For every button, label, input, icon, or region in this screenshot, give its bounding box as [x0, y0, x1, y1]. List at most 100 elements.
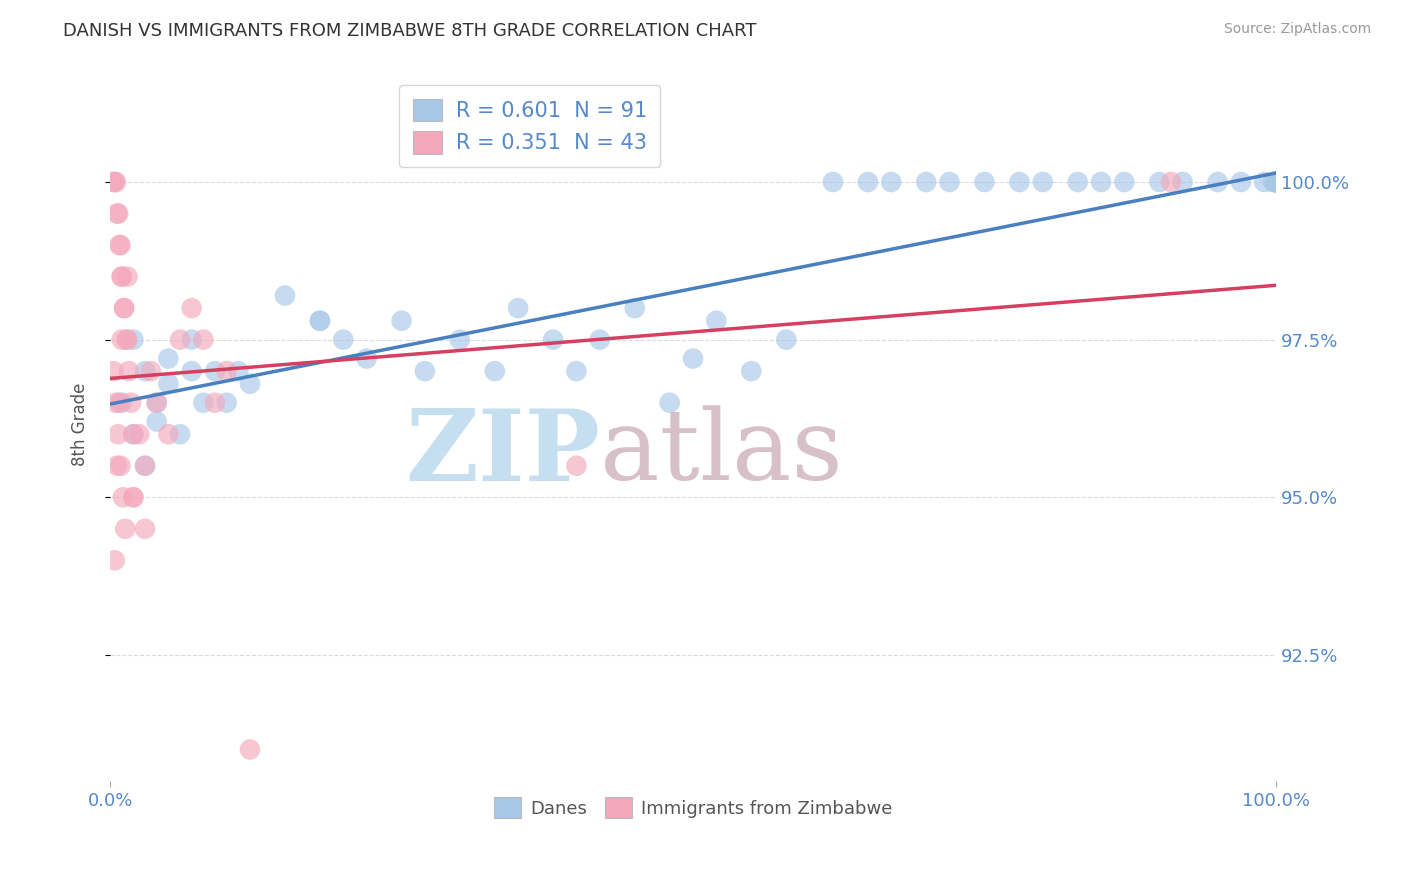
Point	[111, 269, 134, 284]
Legend: Danes, Immigrants from Zimbabwe: Danes, Immigrants from Zimbabwe	[486, 790, 900, 825]
Point	[193, 333, 215, 347]
Point	[541, 333, 564, 347]
Point	[134, 522, 156, 536]
Point	[1032, 175, 1054, 189]
Point	[1114, 175, 1136, 189]
Point	[356, 351, 378, 366]
Point	[117, 333, 139, 347]
Text: Source: ZipAtlas.com: Source: ZipAtlas.com	[1223, 22, 1371, 37]
Point	[228, 364, 250, 378]
Point	[623, 301, 645, 315]
Y-axis label: 8th Grade: 8th Grade	[72, 383, 89, 467]
Point	[114, 522, 136, 536]
Point	[821, 175, 844, 189]
Point	[157, 427, 180, 442]
Point	[1265, 175, 1288, 189]
Point	[169, 333, 191, 347]
Point	[1008, 175, 1031, 189]
Point	[1265, 175, 1288, 189]
Point	[1265, 175, 1288, 189]
Point	[120, 395, 142, 409]
Point	[110, 458, 132, 473]
Point	[1265, 175, 1288, 189]
Point	[108, 238, 131, 252]
Point	[973, 175, 995, 189]
Point	[204, 395, 226, 409]
Point	[880, 175, 903, 189]
Point	[1265, 175, 1288, 189]
Point	[239, 376, 262, 391]
Point	[1171, 175, 1194, 189]
Text: atlas: atlas	[600, 405, 842, 501]
Point	[508, 301, 530, 315]
Point	[118, 364, 141, 378]
Point	[180, 301, 202, 315]
Point	[682, 351, 704, 366]
Point	[1265, 175, 1288, 189]
Point	[122, 427, 145, 442]
Text: DANISH VS IMMIGRANTS FROM ZIMBABWE 8TH GRADE CORRELATION CHART: DANISH VS IMMIGRANTS FROM ZIMBABWE 8TH G…	[63, 22, 756, 40]
Point	[1265, 175, 1288, 189]
Point	[1265, 175, 1288, 189]
Point	[115, 333, 138, 347]
Point	[1265, 175, 1288, 189]
Point	[391, 314, 413, 328]
Point	[204, 364, 226, 378]
Point	[105, 458, 128, 473]
Point	[215, 395, 238, 409]
Point	[111, 490, 134, 504]
Point	[1265, 175, 1288, 189]
Point	[157, 376, 180, 391]
Point	[104, 175, 127, 189]
Point	[1264, 175, 1286, 189]
Point	[103, 175, 125, 189]
Point	[565, 364, 588, 378]
Point	[105, 206, 128, 220]
Point	[145, 395, 167, 409]
Point	[1264, 175, 1286, 189]
Point	[1230, 175, 1253, 189]
Point	[128, 427, 150, 442]
Point	[111, 269, 134, 284]
Point	[157, 351, 180, 366]
Point	[274, 288, 297, 302]
Point	[180, 333, 202, 347]
Point	[1206, 175, 1229, 189]
Point	[134, 458, 156, 473]
Point	[1067, 175, 1090, 189]
Point	[117, 269, 139, 284]
Point	[110, 238, 132, 252]
Point	[111, 333, 134, 347]
Point	[332, 333, 354, 347]
Point	[108, 395, 131, 409]
Point	[1090, 175, 1112, 189]
Point	[134, 364, 156, 378]
Point	[104, 175, 127, 189]
Point	[122, 333, 145, 347]
Point	[107, 427, 129, 442]
Point	[484, 364, 506, 378]
Point	[915, 175, 938, 189]
Point	[449, 333, 471, 347]
Point	[145, 395, 167, 409]
Point	[107, 206, 129, 220]
Point	[103, 364, 125, 378]
Point	[413, 364, 436, 378]
Point	[1265, 175, 1288, 189]
Point	[112, 301, 135, 315]
Point	[1265, 175, 1288, 189]
Point	[309, 314, 332, 328]
Point	[704, 314, 727, 328]
Point	[658, 395, 681, 409]
Point	[145, 415, 167, 429]
Point	[938, 175, 960, 189]
Point	[104, 553, 127, 567]
Point	[1265, 175, 1288, 189]
Point	[565, 458, 588, 473]
Point	[193, 395, 215, 409]
Point	[1265, 175, 1288, 189]
Point	[775, 333, 797, 347]
Point	[1265, 175, 1288, 189]
Text: ZIP: ZIP	[405, 405, 600, 502]
Point	[111, 395, 134, 409]
